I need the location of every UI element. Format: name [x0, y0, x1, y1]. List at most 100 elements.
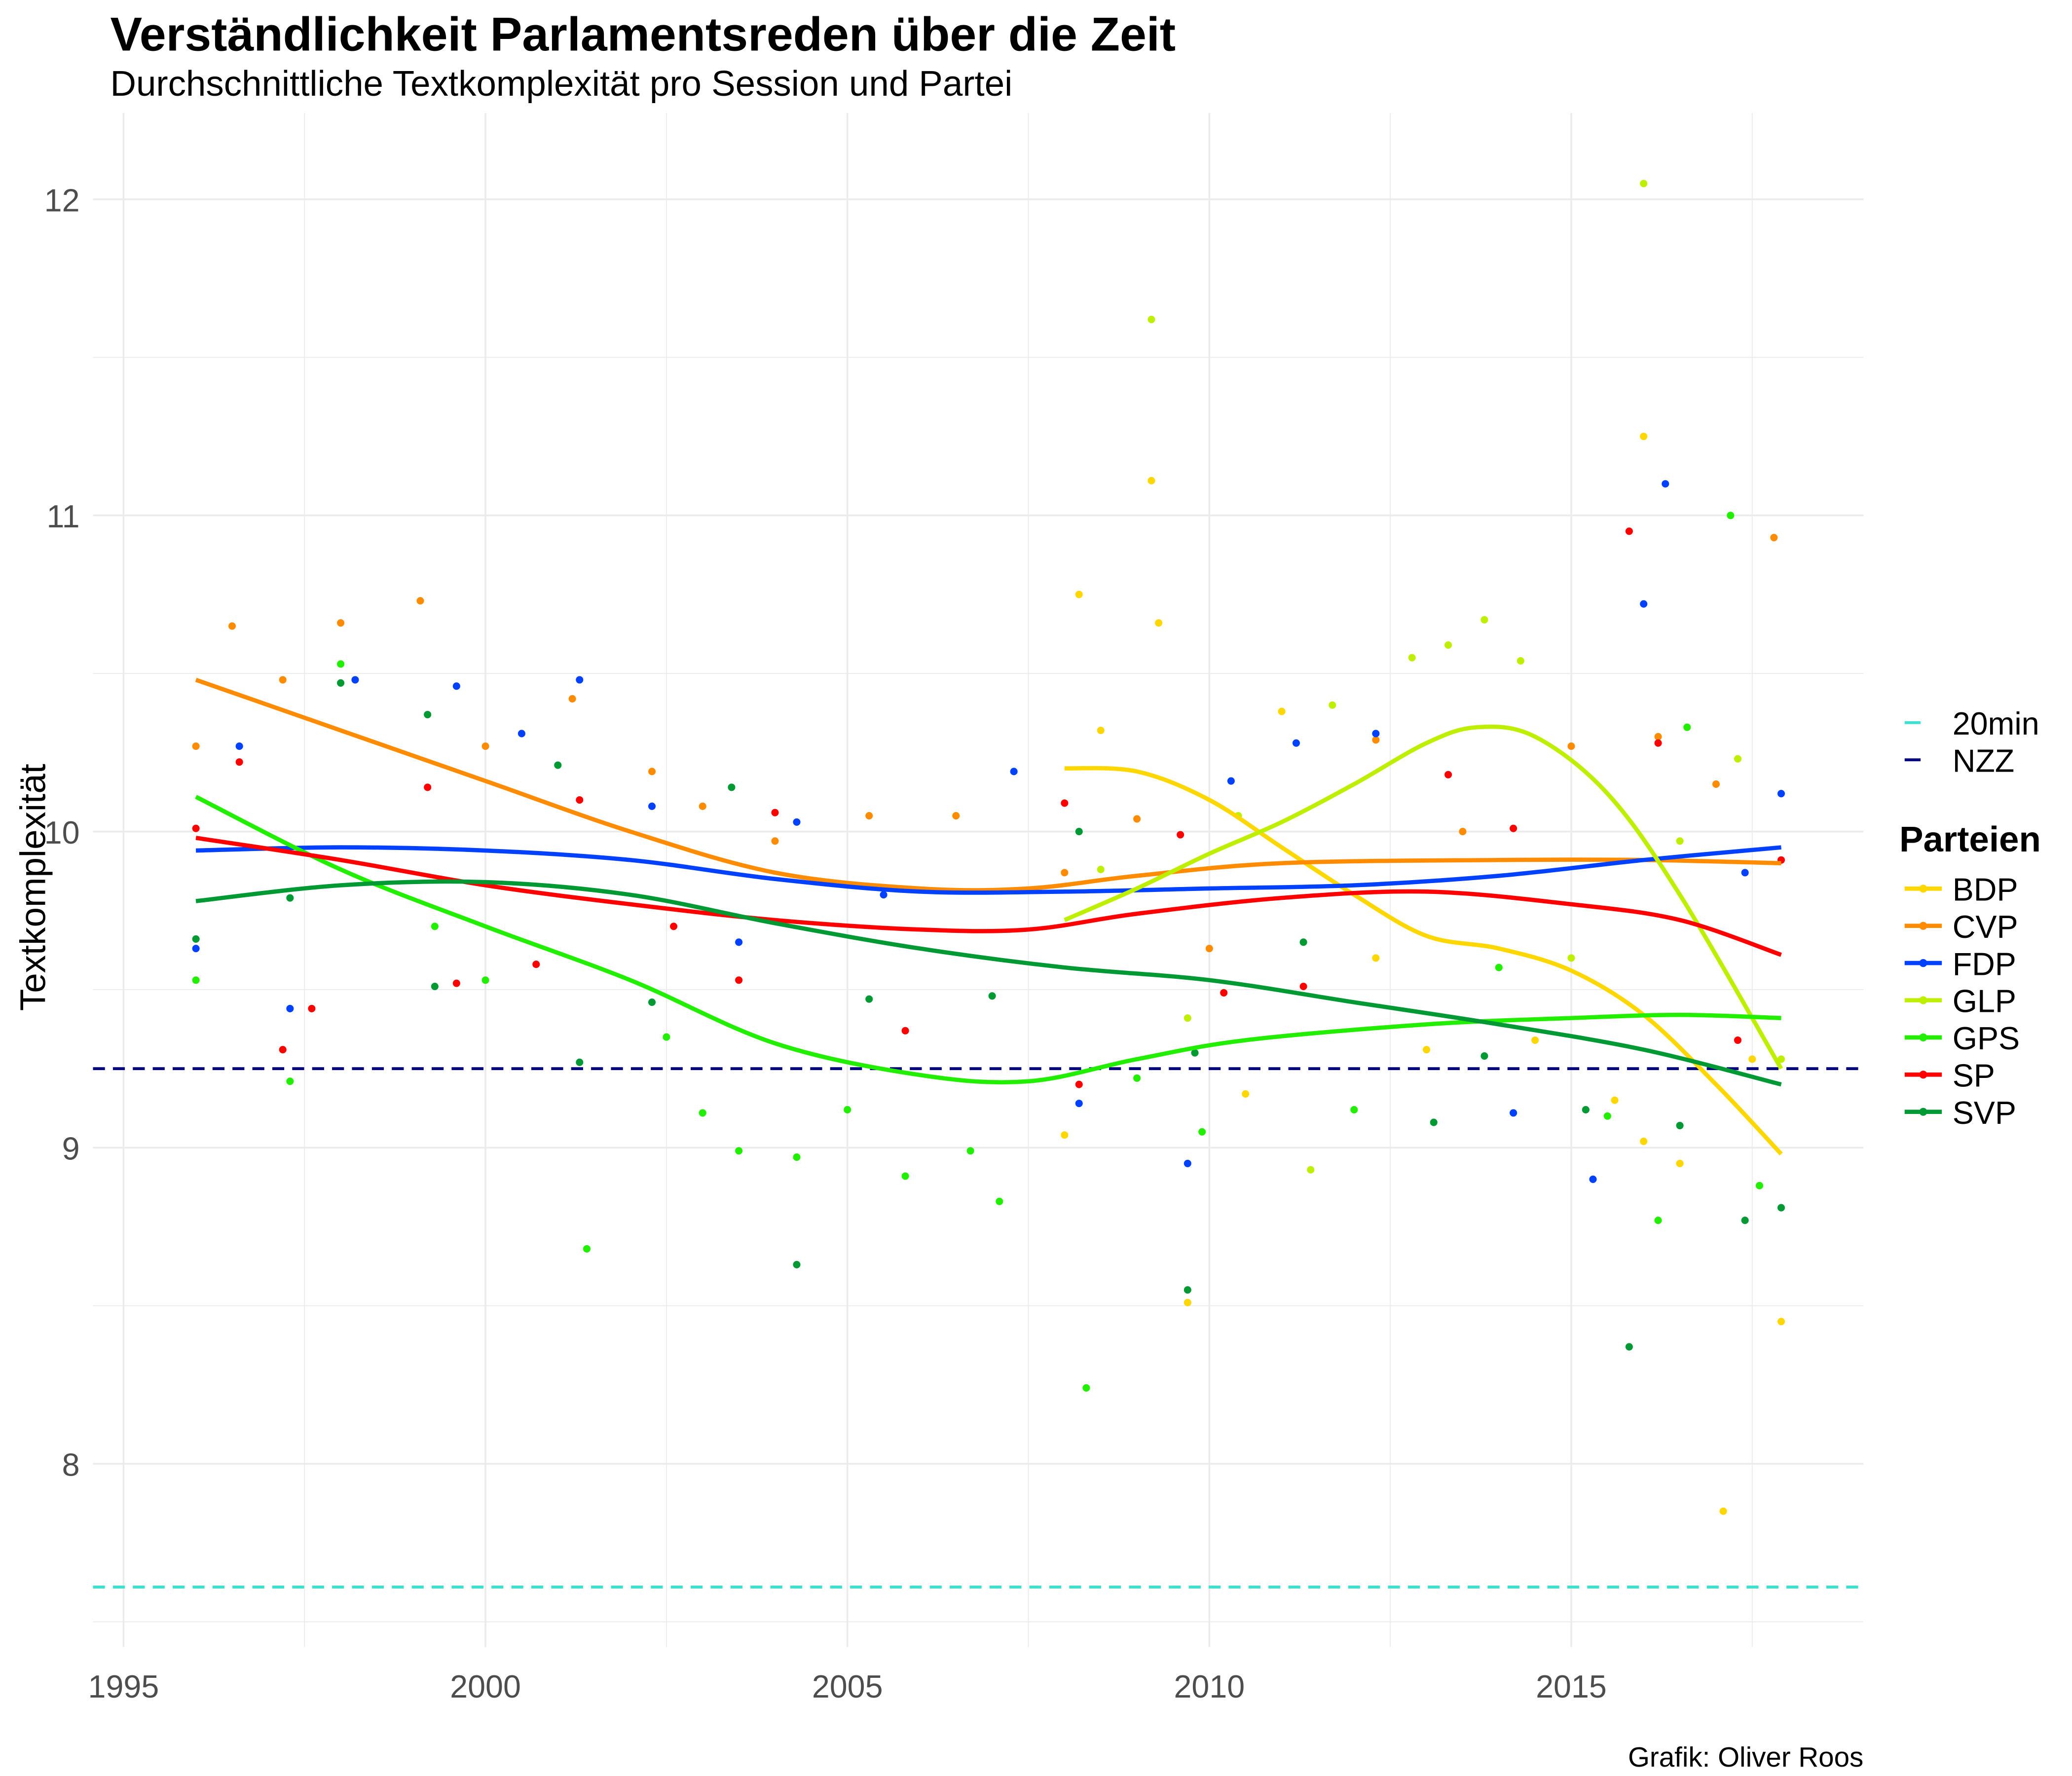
point-gps	[735, 1147, 743, 1155]
point-bdp	[1061, 1131, 1069, 1139]
point-fdp	[880, 891, 888, 899]
point-cvp	[1459, 828, 1467, 836]
point-bdp	[1242, 1090, 1250, 1098]
point-fdp	[576, 676, 584, 684]
point-svp	[1430, 1118, 1438, 1126]
point-glp	[1444, 641, 1452, 649]
point-svp	[1191, 1049, 1199, 1057]
point-cvp	[279, 676, 287, 684]
point-sp	[1444, 771, 1452, 778]
point-gps	[1350, 1106, 1358, 1113]
point-svp	[424, 710, 432, 719]
point-gps	[192, 976, 200, 984]
x-tick-label: 2015	[1536, 1669, 1607, 1704]
point-bdp	[1184, 1298, 1191, 1306]
point-svp	[554, 761, 562, 769]
point-cvp	[1061, 869, 1069, 877]
point-svp	[1582, 1106, 1590, 1113]
point-sp	[1625, 527, 1633, 535]
x-tick-label: 1995	[88, 1669, 159, 1704]
legend-label: CVP	[1953, 909, 2018, 945]
point-cvp	[1712, 780, 1720, 788]
point-cvp	[1372, 736, 1380, 744]
x-tick-label: 2005	[812, 1669, 883, 1704]
point-gps	[996, 1197, 1003, 1205]
point-cvp	[1205, 945, 1213, 953]
point-sp	[192, 824, 200, 832]
point-glp	[1184, 1014, 1191, 1022]
point-gps	[1755, 1182, 1764, 1189]
point-cvp	[648, 768, 656, 776]
legend-dot-cvp	[1919, 922, 1927, 930]
point-bdp	[1611, 1096, 1619, 1104]
point-cvp	[771, 837, 779, 845]
smooth-lines	[195, 677, 1783, 1156]
y-tick-label: 11	[46, 499, 79, 534]
point-svp	[1299, 938, 1307, 946]
point-cvp	[337, 619, 345, 627]
point-fdp	[286, 1004, 294, 1012]
point-gps	[431, 923, 439, 930]
point-bdp	[1748, 1055, 1756, 1063]
point-sp	[1299, 983, 1307, 991]
y-tick-label: 10	[44, 815, 80, 851]
grid	[93, 113, 1864, 1647]
legend-label: NZZ	[1953, 743, 2015, 778]
point-bdp	[1097, 726, 1105, 735]
point-sp	[452, 979, 460, 987]
point-sp	[670, 923, 678, 930]
point-bdp	[1422, 1046, 1431, 1054]
point-svp	[576, 1058, 584, 1066]
legend-label: GLP	[1953, 984, 2016, 1019]
point-fdp	[518, 730, 525, 738]
point-glp	[1517, 657, 1524, 665]
point-cvp	[416, 597, 424, 605]
point-fdp	[1010, 768, 1018, 776]
point-bdp	[1278, 707, 1286, 715]
point-sp	[424, 783, 432, 791]
point-gps	[966, 1147, 974, 1155]
point-bdp	[1640, 1137, 1648, 1146]
point-svp	[1676, 1121, 1684, 1130]
point-gps	[1198, 1128, 1206, 1136]
point-gps	[1495, 963, 1503, 971]
point-gps	[337, 660, 345, 668]
point-bdp	[1075, 591, 1083, 598]
point-gps	[583, 1245, 591, 1253]
point-bdp	[1147, 477, 1155, 484]
point-gps	[844, 1106, 851, 1113]
point-glp	[1147, 315, 1155, 324]
point-cvp	[192, 742, 200, 750]
point-sp	[1734, 1036, 1742, 1044]
point-bdp	[1676, 1159, 1684, 1167]
point-gps	[901, 1172, 909, 1180]
point-glp	[1777, 1055, 1785, 1063]
scatter-points	[192, 180, 1785, 1515]
x-tick-label: 2000	[450, 1669, 521, 1704]
point-fdp	[452, 682, 460, 690]
point-cvp	[568, 695, 576, 703]
legend-dot-bdp	[1919, 885, 1927, 893]
legend-dot-svp	[1919, 1108, 1927, 1116]
point-fdp	[793, 818, 801, 826]
point-sp	[901, 1027, 909, 1035]
point-fdp	[648, 802, 656, 810]
point-cvp	[481, 742, 489, 750]
point-fdp	[1292, 739, 1300, 747]
point-sp	[1061, 799, 1069, 807]
smooth-line-glp	[1064, 724, 1783, 1070]
point-glp	[1329, 701, 1336, 709]
x-axis: 1995 2000 2005 2010 2015	[88, 1669, 1607, 1704]
point-bdp	[1640, 433, 1648, 441]
point-fdp	[1741, 869, 1749, 877]
point-bdp	[1719, 1507, 1727, 1515]
y-axis: 8 9 10 11 12	[44, 183, 80, 1482]
smooth-line-bdp	[1064, 766, 1783, 1156]
legend-label: 20min	[1953, 706, 2039, 741]
point-svp	[793, 1260, 801, 1268]
point-gps	[286, 1077, 294, 1085]
point-sp	[1220, 989, 1228, 997]
legend-dot-gps	[1919, 1033, 1927, 1041]
caption: Grafik: Oliver Roos	[1628, 1741, 1863, 1773]
